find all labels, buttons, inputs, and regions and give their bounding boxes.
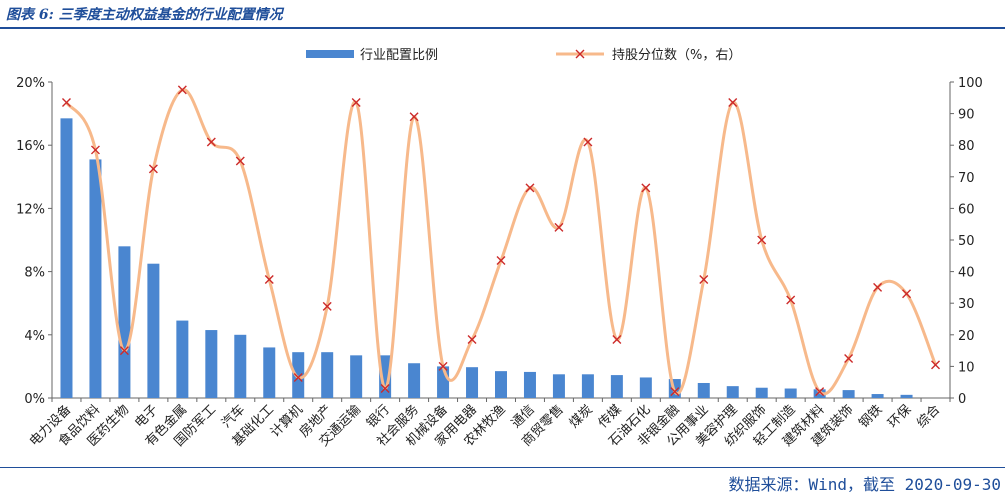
line-marker — [525, 183, 535, 193]
line-marker — [206, 137, 216, 147]
right-tick-label: 100 — [958, 76, 983, 91]
left-tick-label: 12% — [16, 202, 45, 217]
right-tick-label: 30 — [958, 297, 975, 312]
right-tick-label: 10 — [958, 360, 975, 375]
bar — [379, 355, 392, 398]
left-tick-label: 4% — [24, 329, 45, 344]
line-marker — [670, 387, 680, 397]
bar — [466, 367, 479, 398]
right-tick-label: 90 — [958, 108, 975, 123]
bar — [726, 386, 739, 398]
legend: 行业配置比例 持股分位数（%，右） — [306, 48, 741, 63]
line-marker — [293, 372, 303, 382]
right-tick-label: 40 — [958, 266, 975, 281]
bar — [147, 263, 160, 398]
line-marker — [351, 98, 361, 108]
line-marker — [612, 335, 622, 345]
legend-bar-label: 行业配置比例 — [360, 48, 438, 63]
line-marker — [554, 222, 564, 232]
line-marker — [264, 275, 274, 284]
line-marker — [177, 85, 187, 95]
right-tick-label: 0 — [958, 392, 966, 407]
left-tick-label: 20% — [16, 76, 45, 91]
line-marker — [815, 387, 825, 397]
legend-line-label: 持股分位数（%，右） — [612, 48, 741, 63]
line-marker — [90, 145, 100, 155]
category-label: 煤炭 — [567, 402, 596, 431]
left-tick-label: 0% — [24, 392, 45, 407]
line-marker — [322, 301, 332, 311]
bar — [495, 371, 507, 398]
line-marker — [467, 335, 477, 345]
bar — [118, 246, 131, 398]
bar — [234, 334, 247, 398]
line-marker — [583, 137, 593, 147]
left-tick-label: 8% — [24, 266, 45, 281]
bar — [552, 374, 565, 398]
left-tick-label: 16% — [16, 139, 45, 154]
bar — [523, 371, 536, 398]
line-marker — [786, 295, 796, 305]
category-label: 钢铁 — [856, 402, 885, 431]
line-marker — [699, 275, 709, 284]
line-marker — [409, 112, 419, 122]
bar — [697, 382, 710, 398]
bar — [89, 159, 102, 398]
line-marker — [641, 183, 651, 193]
category-label: 环保 — [885, 402, 914, 431]
figure-title: 图表 6: 三季度主动权益基金的行业配置情况 — [6, 7, 283, 23]
bar — [900, 394, 913, 398]
bar — [639, 377, 652, 398]
bar — [321, 352, 334, 398]
bar — [292, 352, 305, 398]
right-tick-label: 50 — [958, 234, 975, 249]
right-tick-label: 20 — [958, 329, 975, 344]
bar — [871, 394, 884, 398]
right-tick-label: 80 — [958, 139, 975, 154]
line-marker — [438, 361, 448, 371]
bar — [408, 363, 421, 398]
line-marker — [902, 289, 912, 299]
chart: 行业配置比例 持股分位数（%，右） 0% 4% 8% 12% 16% 20% 0 10 20 30… — [16, 48, 983, 450]
line-marker — [873, 282, 883, 292]
line-marker — [235, 156, 245, 166]
series-line — [65, 88, 937, 396]
line-marker — [119, 346, 129, 356]
bar — [60, 118, 73, 398]
bar — [205, 330, 218, 398]
line-marker — [757, 235, 767, 245]
right-tick-label: 60 — [958, 202, 975, 217]
line-marker — [148, 164, 158, 174]
line-marker — [496, 256, 506, 266]
bar — [755, 387, 768, 398]
line-marker — [728, 98, 738, 108]
line-marker — [61, 98, 71, 108]
bar — [784, 388, 797, 398]
legend-line-marker — [575, 49, 585, 59]
title-rule — [0, 27, 1005, 29]
line-marker — [380, 384, 390, 394]
bar — [842, 390, 855, 398]
bar — [581, 374, 594, 398]
category-label: 综合 — [914, 402, 943, 431]
line-marker — [931, 360, 941, 370]
legend-bar-swatch — [306, 50, 354, 58]
line-marker — [844, 354, 854, 363]
bar — [176, 320, 189, 398]
bar — [610, 375, 623, 398]
source-note: 数据来源：Wind，截至 2020-09-30 — [728, 475, 1002, 494]
source-rule — [0, 467, 1005, 468]
bar — [350, 355, 363, 398]
bar — [263, 347, 276, 398]
right-tick-label: 70 — [958, 171, 975, 186]
